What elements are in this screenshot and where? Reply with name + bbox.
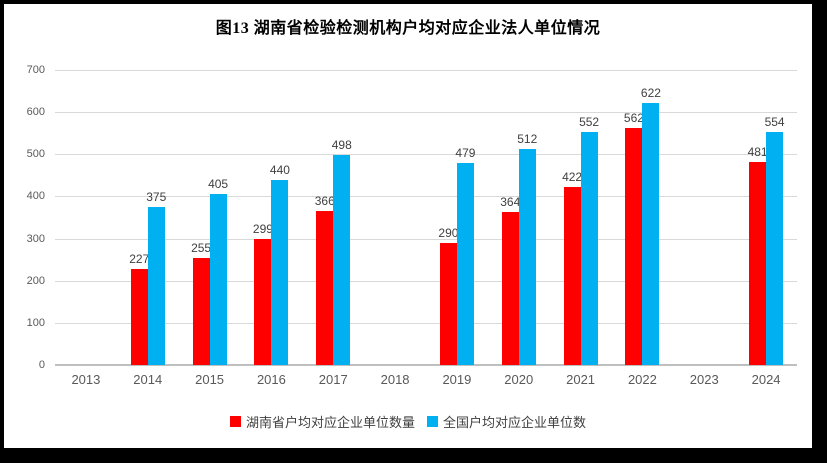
bar-value-label-national-2021: 552 (579, 115, 600, 130)
legend-label-hunan: 湖南省户均对应企业单位数量 (245, 415, 415, 430)
gridline (55, 280, 797, 282)
bar-value-label-national-2015: 405 (208, 177, 229, 192)
y-tick-label: 700 (26, 64, 45, 76)
legend-item-national: 全国户均对应企业单位数 (427, 412, 586, 431)
bar-value-label-hunan-2019: 290 (438, 225, 459, 240)
gridline (55, 154, 797, 156)
bar-hunan-2020 (501, 211, 519, 365)
x-tick-label: 2014 (133, 372, 163, 387)
bar-value-label-hunan-2016: 299 (252, 221, 273, 236)
gridline (55, 238, 797, 240)
x-tick-label: 2024 (751, 372, 781, 387)
plot-area: 0 100 200 300 400 500 600 700 2013 2014 227 375 2015… (4, 4, 812, 448)
bar-value-label-national-2019: 479 (455, 146, 476, 161)
bar-hunan-2017 (316, 210, 334, 365)
legend-swatch-hunan (229, 416, 241, 427)
legend-swatch-national (427, 416, 438, 427)
y-tick-label: 500 (26, 148, 45, 161)
bar-value-label-hunan-2021: 422 (562, 170, 583, 185)
bar-value-label-national-2022: 622 (640, 85, 661, 100)
bar-national-2015 (209, 194, 227, 365)
x-tick-label: 2019 (442, 372, 472, 387)
gridline (55, 322, 797, 324)
x-tick-label: 2021 (566, 372, 596, 387)
y-tick-label: 600 (26, 106, 45, 119)
bar-value-label-national-2024: 554 (764, 114, 785, 129)
bar-value-label-hunan-2015: 255 (191, 240, 212, 255)
bar-hunan-2014 (130, 269, 148, 365)
bar-national-2020 (518, 149, 536, 365)
x-tick-label: 2013 (71, 372, 101, 387)
bar-value-label-hunan-2014: 227 (129, 252, 150, 267)
bar-value-label-hunan-2020: 364 (500, 194, 521, 209)
bar-national-2024 (766, 131, 784, 365)
bar-national-2019 (456, 163, 474, 365)
legend-item-hunan: 湖南省户均对应企业单位数量 (229, 412, 415, 431)
x-tick-label: 2018 (380, 372, 410, 387)
y-tick-label: 100 (26, 316, 45, 329)
chart-title: 图13 湖南省检验检测机构户均对应企业法人单位情况 (215, 20, 601, 37)
x-tick-label: 2016 (256, 372, 286, 387)
legend-label-national: 全国户均对应企业单位数 (443, 415, 587, 430)
bar-national-2014 (147, 206, 165, 365)
bar-hunan-2019 (439, 242, 457, 365)
y-tick-label: 0 (38, 359, 45, 371)
x-tick-label: 2017 (318, 372, 348, 387)
x-tick-label: 2015 (195, 372, 225, 387)
bar-value-label-national-2014: 375 (146, 189, 167, 204)
bar-value-label-national-2020: 512 (517, 132, 538, 147)
x-axis-line (55, 364, 797, 366)
bar-hunan-2015 (192, 257, 210, 365)
bar-value-label-national-2017: 498 (331, 138, 352, 153)
x-tick-label: 2022 (627, 372, 657, 387)
x-tick-label: 2023 (689, 372, 719, 387)
chart-legend: 湖南省户均对应企业单位数量 全国户均对应企业单位数 (4, 412, 812, 431)
gridline (55, 196, 797, 198)
bar-national-2021 (580, 132, 598, 365)
y-tick-label: 200 (26, 274, 45, 287)
x-tick-label: 2020 (504, 372, 534, 387)
bar-value-label-hunan-2017: 366 (314, 193, 335, 208)
bar-value-label-hunan-2024: 481 (747, 145, 768, 160)
gridline (55, 112, 797, 114)
bar-hunan-2021 (563, 187, 581, 365)
bar-hunan-2016 (254, 238, 272, 365)
bar-national-2017 (333, 155, 351, 365)
bar-value-label-hunan-2022: 562 (623, 111, 644, 126)
chart-canvas: 图13 湖南省检验检测机构户均对应企业法人单位情况 0 100 200 300 400 5… (4, 4, 812, 448)
bar-national-2022 (642, 102, 660, 365)
bar-hunan-2024 (749, 162, 767, 365)
gridline (55, 70, 797, 71)
bar-value-label-national-2016: 440 (269, 162, 290, 177)
y-tick-label: 400 (26, 190, 45, 203)
bar-national-2016 (271, 179, 289, 365)
y-tick-label: 300 (26, 232, 45, 245)
bar-hunan-2022 (625, 128, 643, 365)
